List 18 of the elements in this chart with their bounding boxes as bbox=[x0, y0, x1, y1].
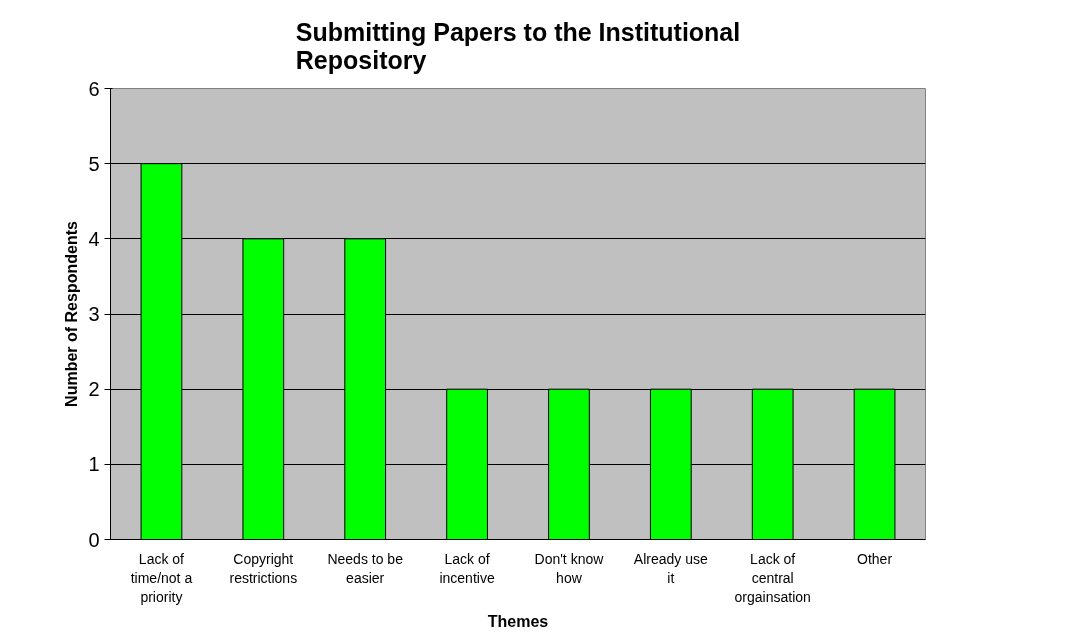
y-tick-label: 2 bbox=[88, 378, 100, 401]
x-tick-label: Lack of time/not a priority bbox=[130, 550, 193, 605]
x-tick-label: Already use it bbox=[633, 550, 708, 586]
y-tick-label: 1 bbox=[88, 453, 100, 476]
y-tick-label: 0 bbox=[88, 528, 100, 551]
x-tick-label: Other bbox=[857, 550, 893, 567]
x-tick-label: Needs to be easier bbox=[327, 550, 404, 586]
x-tick-label: Lack of central orgainsation bbox=[734, 550, 811, 605]
y-tick-label: 4 bbox=[88, 227, 100, 250]
y-tick-label: 5 bbox=[88, 152, 100, 175]
x-tick-label: Copyright restrictions bbox=[229, 550, 298, 586]
x-tick-label: Don't know how bbox=[534, 550, 605, 586]
chart-title: Submitting Papers to the Institutional Repository bbox=[295, 17, 741, 74]
x-axis-title: Themes bbox=[487, 612, 549, 630]
y-tick-label: 3 bbox=[88, 303, 100, 325]
y-axis-title: Number of Respondents bbox=[63, 221, 81, 407]
x-tick-label: Lack of incentive bbox=[439, 550, 495, 586]
y-tick-label: 6 bbox=[88, 77, 100, 100]
